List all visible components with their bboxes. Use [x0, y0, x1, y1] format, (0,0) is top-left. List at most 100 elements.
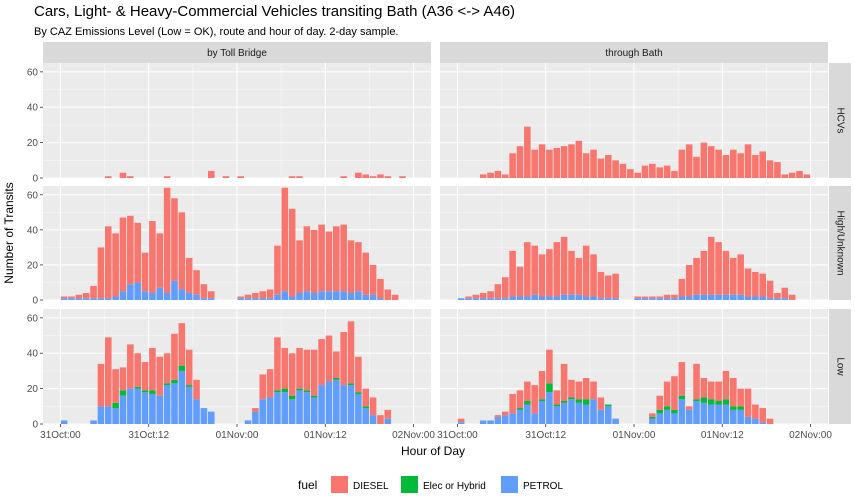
bar-petrol	[68, 298, 75, 300]
legend-label-diesel: DIESEL	[353, 481, 389, 492]
bar-elec-or-hybrid	[604, 404, 612, 407]
legend-item-petrol: PETROL	[501, 476, 563, 493]
panel-low-by-toll-bridge: 0 20 40 60 31Oct:00 31Oct:12 01Nov:00 01Nov:12 0…	[27, 309, 435, 441]
bar-petrol	[509, 296, 516, 300]
bar-petrol	[178, 289, 186, 300]
x-tick-label: 31Oct:00	[40, 430, 81, 441]
bar-diesel	[700, 378, 708, 398]
bar-petrol	[244, 420, 252, 424]
bar-diesel	[663, 381, 671, 407]
bar-diesel	[296, 176, 303, 178]
bar-petrol	[752, 296, 759, 300]
bar-diesel	[531, 385, 538, 414]
bar-diesel	[237, 176, 244, 178]
bar-diesel	[362, 252, 370, 295]
bar-elec-or-hybrid	[678, 395, 686, 400]
bar-diesel	[693, 156, 700, 178]
bar-petrol	[766, 298, 774, 300]
bar-petrol	[722, 404, 730, 424]
bar-diesel	[75, 294, 83, 299]
bar-petrol	[119, 395, 127, 424]
bar-petrol	[281, 392, 289, 424]
bar-diesel	[296, 240, 303, 293]
bar-petrol	[355, 393, 362, 424]
bar-petrol	[97, 406, 105, 424]
bar-petrol	[781, 298, 789, 300]
bar-petrol	[288, 296, 296, 300]
bar-petrol	[75, 298, 83, 300]
bar-elec-or-hybrid	[715, 401, 722, 405]
bar-petrol	[582, 296, 590, 300]
y-tick-label: 40	[27, 103, 39, 114]
bar-diesel	[281, 347, 289, 389]
bar-diesel	[384, 409, 392, 419]
bar-diesel	[377, 415, 384, 424]
bar-elec-or-hybrid	[362, 406, 370, 409]
y-tick-label: 20	[27, 384, 39, 395]
bar-petrol	[649, 298, 656, 300]
bar-petrol	[678, 296, 686, 300]
bar-diesel	[479, 174, 487, 178]
bar-diesel	[318, 224, 325, 292]
bar-diesel	[546, 149, 553, 178]
bar-diesel	[60, 296, 68, 299]
bar-petrol	[156, 395, 164, 424]
legend-key-diesel	[331, 476, 348, 493]
bar-petrol	[509, 413, 516, 424]
bar-petrol	[60, 420, 68, 424]
bar-diesel	[119, 172, 127, 178]
bar-diesel	[788, 294, 796, 300]
strip-by-toll-bridge	[43, 42, 431, 63]
bar-petrol	[568, 399, 575, 424]
bar-diesel	[171, 333, 178, 380]
bar-diesel	[340, 176, 347, 178]
bar-elec-or-hybrid	[722, 399, 730, 405]
bar-diesel	[634, 172, 641, 178]
bar-elec-or-hybrid	[700, 397, 708, 403]
bar-diesel	[281, 187, 289, 292]
bar-petrol	[200, 298, 208, 300]
bar-elec-or-hybrid	[333, 378, 340, 380]
bar-diesel	[774, 162, 781, 178]
bar-elec-or-hybrid	[355, 392, 362, 394]
bar-diesel	[700, 250, 708, 295]
bar-diesel	[531, 149, 538, 178]
bar-petrol	[590, 296, 597, 300]
bar-elec-or-hybrid	[575, 399, 583, 403]
bar-diesel	[193, 270, 200, 295]
bar-diesel	[649, 413, 656, 417]
bar-diesel	[516, 266, 524, 297]
bar-diesel	[730, 257, 737, 295]
bar-elec-or-hybrid	[553, 404, 561, 407]
bar-petrol	[60, 298, 68, 300]
bar-petrol	[149, 292, 156, 300]
bar-elec-or-hybrid	[693, 399, 700, 401]
bar-petrol	[266, 298, 274, 300]
bar-petrol	[560, 294, 568, 300]
bar-elec-or-hybrid	[347, 383, 355, 386]
bar-diesel	[127, 176, 134, 178]
bar-diesel	[509, 250, 516, 297]
legend-label-elec-or-hybrid: Elec or Hybrid	[423, 481, 486, 492]
bar-elec-or-hybrid	[649, 416, 656, 419]
bar-petrol	[163, 385, 171, 424]
bar-petrol	[281, 291, 289, 300]
bar-elec-or-hybrid	[281, 388, 289, 393]
bar-petrol	[700, 402, 708, 424]
bar-diesel	[575, 140, 583, 178]
bar-diesel	[149, 221, 156, 293]
bar-diesel	[494, 284, 502, 299]
legend-title: fuel	[298, 478, 317, 492]
y-axis-title: Number of Transits	[2, 182, 16, 283]
bar-diesel	[347, 321, 355, 384]
bar-diesel	[163, 176, 171, 178]
y-tick-label: 60	[27, 67, 39, 78]
bar-diesel	[582, 153, 590, 178]
bar-petrol	[259, 298, 267, 300]
y-tick-label: 0	[32, 296, 38, 307]
y-tick-label: 60	[27, 313, 39, 324]
bar-petrol	[546, 296, 553, 300]
strip-through-bath	[440, 42, 828, 63]
bar-diesel	[222, 176, 230, 178]
bar-diesel	[590, 381, 597, 400]
